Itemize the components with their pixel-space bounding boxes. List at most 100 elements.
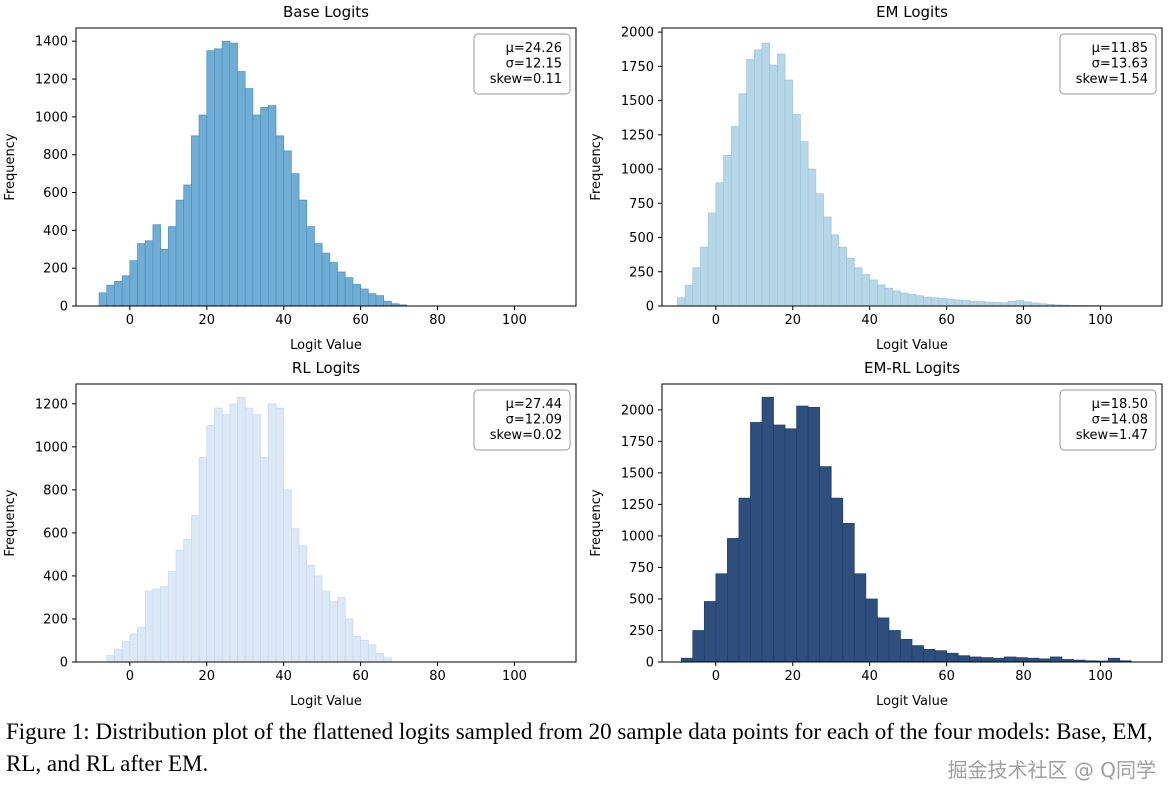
y-tick-label: 1200 bbox=[35, 73, 68, 88]
histogram-base-logits: 0 20 40 60 80 100 0 200 400 600 800 1000 1200 1400 Bas… bbox=[0, 0, 586, 356]
x-tick-label: 80 bbox=[429, 313, 446, 328]
histogram-em-rl-logits: 0 20 40 60 80 100 0 250 500 750 1000 1250 1500 1750 20… bbox=[586, 356, 1172, 712]
histogram-bar bbox=[830, 234, 840, 307]
x-tick-label: 0 bbox=[126, 669, 134, 684]
y-tick-label: 500 bbox=[629, 231, 654, 246]
y-tick-label: 1250 bbox=[621, 128, 654, 143]
histogram-svg: 0 20 40 60 80 1000250500750100012501500175020… bbox=[589, 3, 1163, 353]
histogram-bar bbox=[360, 640, 369, 663]
x-tick-label: 20 bbox=[198, 313, 215, 328]
histogram-bar bbox=[198, 114, 208, 307]
histogram-bar bbox=[98, 292, 108, 307]
histogram-bar bbox=[137, 243, 146, 307]
histogram-bar bbox=[953, 299, 963, 307]
y-tick-label: 1750 bbox=[621, 435, 654, 450]
y-tick-label: 600 bbox=[43, 186, 68, 201]
histogram-bar bbox=[865, 598, 878, 663]
figure-caption-row: Figure 1: Distribution plot of the flatt… bbox=[0, 712, 1172, 791]
histogram-bar bbox=[344, 277, 354, 307]
histogram-bar bbox=[298, 199, 308, 307]
y-tick-label: 200 bbox=[43, 612, 68, 627]
x-tick-label: 60 bbox=[938, 313, 955, 328]
x-tick-label: 100 bbox=[1088, 669, 1113, 684]
histogram-bar bbox=[214, 48, 223, 307]
y-tick-label: 1000 bbox=[35, 440, 68, 455]
histogram-bar bbox=[900, 292, 909, 307]
histogram-bar bbox=[329, 262, 338, 307]
x-axis-label: Logit Value bbox=[876, 338, 948, 353]
histogram-bar bbox=[221, 40, 231, 307]
histogram-bar bbox=[769, 64, 778, 307]
histogram-bar bbox=[930, 297, 940, 307]
histogram-bar bbox=[938, 298, 947, 307]
stats-line: μ=18.50 bbox=[1092, 397, 1148, 412]
histogram-bar bbox=[383, 300, 392, 307]
y-tick-label: 1250 bbox=[621, 498, 654, 513]
histogram-bar bbox=[298, 545, 308, 663]
histogram-bar bbox=[144, 590, 154, 663]
histogram-bar bbox=[367, 293, 377, 307]
histogram-grid: 0 20 40 60 80 100 0 200 400 600 800 1000 1200 1400 Bas… bbox=[0, 0, 1172, 712]
x-axis-label: Logit Value bbox=[290, 694, 362, 709]
histogram-bar bbox=[957, 655, 971, 663]
histogram-bar bbox=[1015, 657, 1028, 663]
x-tick-label: 40 bbox=[275, 313, 292, 328]
stats-box bbox=[473, 33, 571, 95]
histogram-bar bbox=[306, 564, 315, 663]
histogram-bar bbox=[214, 407, 223, 663]
histogram-bar bbox=[946, 298, 955, 307]
histogram-bar bbox=[314, 243, 323, 307]
histogram-bar bbox=[121, 275, 131, 307]
histogram-bar bbox=[1023, 301, 1032, 307]
histogram-bar bbox=[137, 627, 146, 663]
histogram-bar bbox=[283, 489, 292, 663]
histogram-bar bbox=[114, 648, 123, 663]
x-tick-label: 60 bbox=[352, 313, 369, 328]
stats-line: skew=0.11 bbox=[490, 72, 562, 87]
stats-line: μ=11.85 bbox=[1092, 41, 1148, 56]
histogram-bar bbox=[784, 79, 794, 307]
histogram-svg: 0 20 40 60 80 1000200400600800100012001400Bas… bbox=[3, 3, 577, 353]
histogram-bar bbox=[167, 571, 177, 663]
histogram-bar bbox=[750, 422, 763, 663]
histogram-bar bbox=[1007, 300, 1017, 307]
y-tick-label: 800 bbox=[43, 148, 68, 163]
histogram-bar bbox=[321, 252, 331, 307]
histogram-bar bbox=[838, 246, 847, 307]
histogram-bar bbox=[703, 601, 717, 663]
histogram-bar bbox=[969, 656, 982, 663]
histogram-bar bbox=[961, 300, 971, 307]
histogram-bar bbox=[819, 466, 832, 663]
histogram-bar bbox=[877, 617, 890, 663]
histogram-bar bbox=[730, 126, 740, 307]
y-tick-label: 200 bbox=[43, 262, 68, 277]
histogram-bar bbox=[892, 290, 901, 307]
histogram-bar bbox=[106, 655, 115, 663]
stats-line: μ=24.26 bbox=[506, 41, 562, 56]
histogram-bar bbox=[823, 216, 832, 307]
watermark: 掘金技术社区 @ Q同学 bbox=[947, 758, 1156, 782]
histogram-bar bbox=[144, 240, 154, 307]
histogram-bar bbox=[846, 257, 855, 307]
histogram-bar bbox=[352, 635, 361, 663]
histogram-bar bbox=[992, 657, 1005, 663]
x-tick-label: 100 bbox=[1088, 313, 1113, 328]
histogram-bar bbox=[329, 601, 338, 663]
x-tick-label: 40 bbox=[275, 669, 292, 684]
histogram-bar bbox=[260, 107, 269, 307]
histogram-bar bbox=[252, 414, 261, 663]
histogram-bar bbox=[191, 515, 200, 663]
histogram-bar bbox=[237, 71, 246, 307]
histogram-bar bbox=[915, 295, 924, 307]
histogram-bar bbox=[1050, 656, 1063, 663]
stats-line: skew=1.47 bbox=[1076, 428, 1148, 443]
y-tick-label: 1000 bbox=[621, 529, 654, 544]
histogram-bar bbox=[306, 226, 315, 307]
histogram-bar bbox=[807, 406, 821, 663]
histogram-bar bbox=[853, 267, 863, 307]
y-tick-label: 250 bbox=[629, 624, 654, 639]
histogram-em-logits: 0 20 40 60 80 100 0 250 500 750 1000 1250 1500 1750 20… bbox=[586, 0, 1172, 356]
histogram-bar bbox=[746, 59, 755, 307]
histogram-bar bbox=[684, 285, 694, 307]
